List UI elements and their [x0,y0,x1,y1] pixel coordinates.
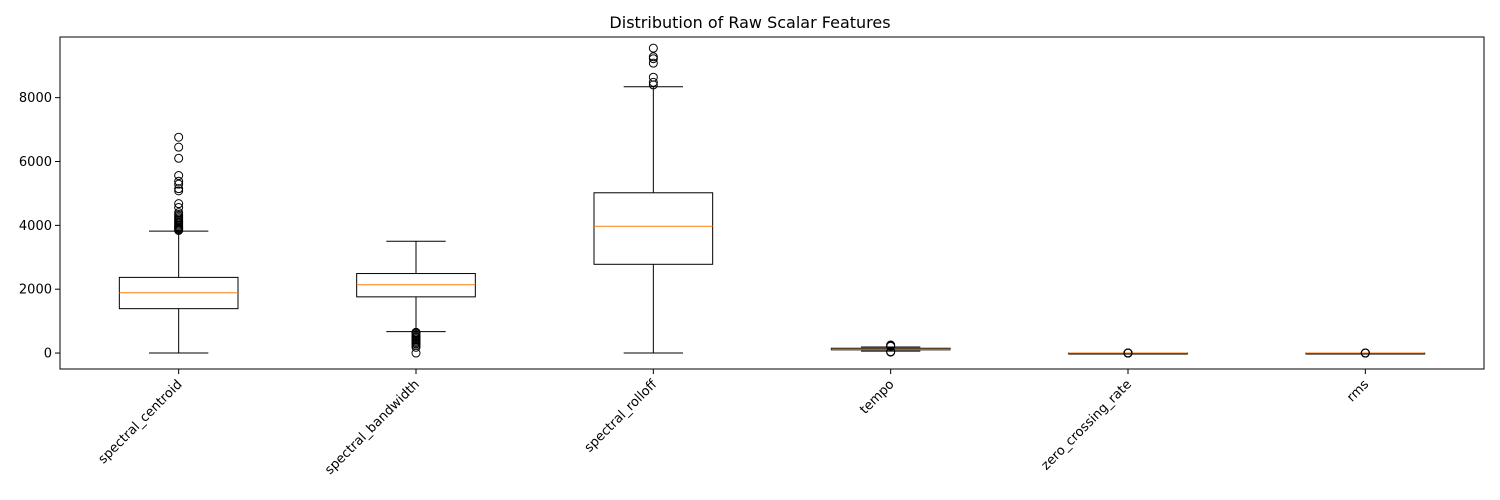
y-tick-label: 2000 [19,283,52,298]
box-group-spectral_centroid [118,132,239,354]
box-group-spectral_bandwidth [356,240,476,358]
x-tick-label: tempo [857,377,897,417]
outlier-point [1360,348,1370,358]
outlier-point [648,58,658,68]
y-tick-label: 4000 [19,219,52,234]
x-tick-label: spectral_centroid [96,377,186,467]
box-group-spectral_rolloff [593,43,714,354]
outlier-point [174,179,184,189]
outlier-point [886,340,896,350]
outlier-point [174,171,184,181]
outlier-point [1123,348,1133,358]
y-tick-label: 6000 [19,155,52,170]
outlier-point [886,347,896,357]
box-group-rms [1305,348,1426,358]
iqr-box [593,192,714,265]
outlier-point [174,202,184,212]
outlier-point [174,132,184,142]
x-tick-label: rms [1344,377,1372,405]
x-tick-label: spectral_bandwidth [322,377,423,478]
outlier-point [648,43,658,53]
outlier-point [174,199,184,209]
outlier-point [411,327,421,337]
outlier-point [174,208,184,218]
outlier-point [174,176,184,186]
x-tick-label: zero_crossing_rate [1039,377,1135,473]
outlier-point [648,77,658,87]
outlier-point [174,142,184,152]
y-tick-label: 0 [44,347,52,362]
plot-frame [59,36,1485,370]
y-axis: 0 2000 4000 6000 8000 [19,91,60,362]
outlier-point [648,72,658,82]
x-axis: spectral_centroid spectral_bandwidth spect… [96,369,1372,478]
plot-area [118,43,1426,358]
box-group-tempo [830,340,951,357]
outlier-point [174,153,184,163]
y-tick-label: 8000 [19,91,52,106]
outlier-point [648,52,658,62]
chart-title: Distribution of Raw Scalar Features [609,13,890,32]
box-group-zero_crossing_rate [1068,348,1188,358]
outlier-point [174,186,184,196]
outlier-point [174,184,184,194]
x-tick-label: spectral_rolloff [582,376,661,455]
